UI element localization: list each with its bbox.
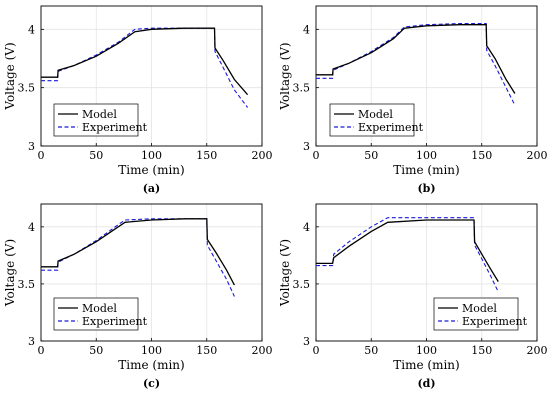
x-tick-label: 200 (527, 344, 548, 357)
series-line-model (41, 27, 249, 96)
x-tick-label: 100 (416, 149, 437, 162)
x-tick-label: 50 (89, 344, 103, 357)
series-line-model (316, 219, 499, 282)
legend-box (433, 297, 519, 331)
x-tick-label: 0 (313, 149, 320, 162)
x-tick-label: 200 (527, 149, 548, 162)
x-tick-label: 0 (38, 149, 45, 162)
y-tick-label: 4 (303, 221, 310, 234)
y-axis-label: Voltage (V) (3, 239, 17, 307)
x-axis-label: Time (min) (118, 358, 184, 372)
legend-label-experiment: Experiment (82, 315, 148, 328)
series-line-experiment (316, 217, 499, 293)
legend-label-model: Model (358, 108, 393, 121)
x-tick-label: 150 (471, 344, 492, 357)
series-line-experiment (316, 22, 516, 106)
y-tick-label: 3 (28, 140, 35, 153)
chart-panel-c: 0 50 100 150 200 3 3.5 4 Time (min) Voltage (V) (c… (3, 203, 273, 390)
panel-label: (b) (417, 182, 435, 195)
x-axis-label: Time (min) (393, 163, 459, 177)
y-axis-label: Voltage (V) (3, 42, 17, 110)
y-tick-label: 3 (303, 140, 310, 153)
legend-label-experiment: Experiment (82, 121, 148, 134)
y-tick-label: 4 (28, 221, 35, 234)
x-tick-label: 100 (141, 344, 162, 357)
chart-panel-a: 0 50 100 150 200 3 3.5 4 Time (min) Voltage (V) (a… (3, 5, 273, 195)
series-line-experiment (41, 218, 235, 297)
y-axis-label: Voltage (V) (278, 239, 292, 307)
x-tick-label: 200 (252, 344, 273, 357)
legend-box (53, 103, 139, 137)
panel-label: (d) (417, 377, 435, 390)
y-tick-label: 3.5 (18, 82, 36, 95)
y-axis-label: Voltage (V) (278, 42, 292, 110)
x-tick-label: 50 (364, 344, 378, 357)
panel-label: (c) (143, 377, 160, 390)
y-tick-label: 3.5 (293, 278, 311, 291)
x-tick-label: 150 (471, 149, 492, 162)
legend-label-experiment: Experiment (462, 315, 528, 328)
legend-box (53, 297, 139, 331)
chart-panel-d: 0 50 100 150 200 3 3.5 4 Time (min) Voltage (V) (d… (278, 203, 548, 390)
y-tick-label: 4 (303, 23, 310, 36)
x-tick-label: 150 (196, 149, 217, 162)
x-tick-label: 0 (38, 344, 45, 357)
y-tick-label: 3.5 (18, 278, 36, 291)
y-tick-label: 3 (303, 335, 310, 348)
x-tick-label: 50 (364, 149, 378, 162)
y-tick-label: 3 (28, 335, 35, 348)
x-tick-label: 50 (89, 149, 103, 162)
series-line-model (41, 218, 235, 286)
x-tick-label: 100 (416, 344, 437, 357)
legend-label-model: Model (82, 302, 117, 315)
legend-label-model: Model (462, 302, 497, 315)
x-axis-label: Time (min) (393, 358, 459, 372)
y-tick-label: 3.5 (293, 82, 311, 95)
x-axis-label: Time (min) (118, 163, 184, 177)
panel-label: (a) (143, 182, 161, 195)
x-tick-label: 100 (141, 149, 162, 162)
chart-panel-b: 0 50 100 150 200 3 3.5 4 Time (min) Voltage (V) (b… (278, 5, 548, 195)
legend-box (329, 103, 415, 137)
legend-label-model: Model (82, 108, 117, 121)
x-tick-label: 0 (313, 344, 320, 357)
series-line-experiment (41, 27, 249, 108)
series-line-model (316, 24, 516, 94)
x-tick-label: 150 (196, 344, 217, 357)
y-tick-label: 4 (28, 23, 35, 36)
legend-label-experiment: Experiment (358, 121, 424, 134)
x-tick-label: 200 (252, 149, 273, 162)
